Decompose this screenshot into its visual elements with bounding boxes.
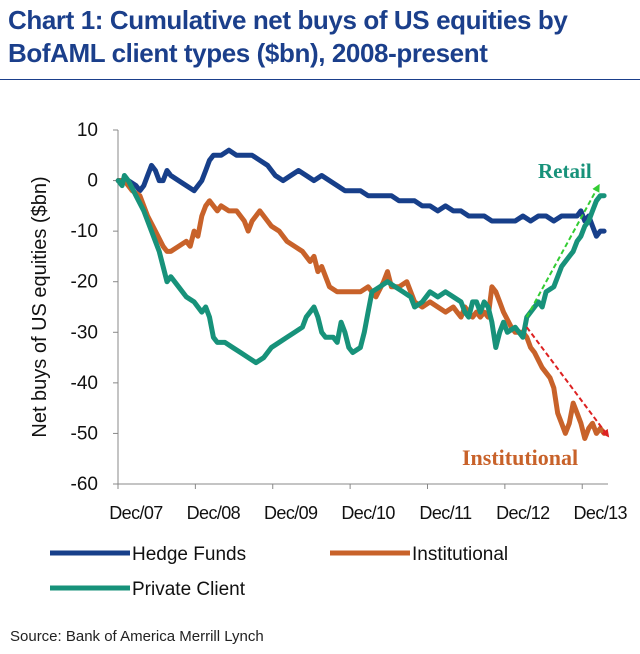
x-tick-label: Dec/13 xyxy=(574,503,628,523)
chart-title-line-1: Chart 1: Cumulative net buys of US equit… xyxy=(8,5,568,35)
x-tick-label: Dec/11 xyxy=(419,503,472,523)
series-line-hedge-funds xyxy=(115,147,607,239)
y-tick-label: -20 xyxy=(71,272,98,293)
legend-label-institutional: Institutional xyxy=(412,544,508,565)
chart-title-line-2: BofAML client types ($bn), 2008-present xyxy=(8,38,488,68)
x-tick-label: Dec/10 xyxy=(341,503,395,523)
legend-label-hedge-funds: Hedge Funds xyxy=(132,544,246,565)
institutional-arrow xyxy=(525,326,610,438)
line-chart: 10 0 -10 -20 -30 -40 -50 -60 Dec/07 Dec/08 Dec/09 D… xyxy=(29,120,628,600)
y-tick-label: -60 xyxy=(71,474,98,495)
x-tick-label: Dec/07 xyxy=(109,503,163,523)
y-tick-label: 0 xyxy=(87,171,98,192)
y-tick-label: -10 xyxy=(71,221,98,242)
y-tick-label: -50 xyxy=(71,423,98,444)
retail-label: Retail xyxy=(538,159,592,183)
x-tick-label: Dec/09 xyxy=(264,503,318,523)
title-divider xyxy=(0,79,640,80)
x-tick-label: Dec/08 xyxy=(187,503,241,523)
y-tick-label: 10 xyxy=(77,120,98,141)
legend: Hedge Funds Institutional Private Client xyxy=(50,544,508,600)
y-axis-title: Net buys of US equities ($bn) xyxy=(29,176,51,437)
source-note: Source: Bank of America Merrill Lynch xyxy=(10,628,264,645)
legend-label-private-client: Private Client xyxy=(132,579,246,600)
y-tick-label: -40 xyxy=(71,373,98,394)
series-line-private-client xyxy=(115,173,607,366)
y-tick-label: -30 xyxy=(71,322,98,343)
x-tick-label: Dec/12 xyxy=(496,503,550,523)
institutional-label: Institutional xyxy=(462,445,578,470)
series-line-institutional xyxy=(115,178,607,441)
retail-arrow xyxy=(525,183,600,318)
chart-title: Chart 1: Cumulative net buys of US equit… xyxy=(8,4,634,70)
